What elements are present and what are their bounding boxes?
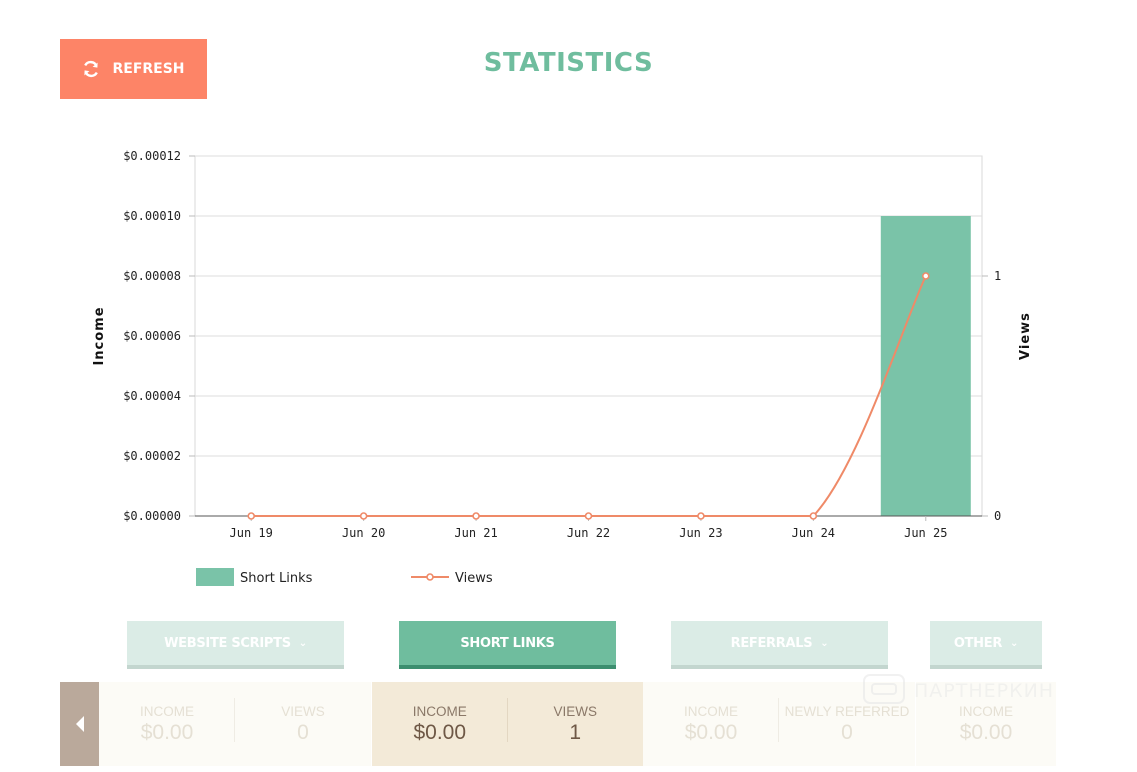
stat-cell-income: INCOME $0.00 (643, 682, 779, 766)
views-point (921, 272, 930, 280)
caret-left-icon (75, 716, 84, 732)
y2-tick-label: 1 (994, 269, 1001, 283)
x-tick-label: Jun 21 (454, 526, 497, 540)
tab-short-links[interactable]: SHORT LINKS (399, 621, 616, 669)
divider (778, 698, 779, 742)
views-point (697, 512, 705, 520)
bar (880, 216, 971, 516)
legend-swatch-short-links (196, 568, 234, 586)
chevron-down-icon: ⌄ (820, 637, 829, 649)
stat-label: VIEWS (281, 703, 325, 719)
views-point (809, 512, 818, 520)
legend-label-views: Views (455, 571, 493, 586)
stats-panel-short-links: INCOME $0.00 VIEWS 1 (372, 682, 643, 766)
chevron-down-icon: ⌄ (1010, 637, 1019, 649)
tab-other[interactable]: OTHER ⌄ (930, 621, 1042, 669)
legend-marker-views (426, 573, 434, 581)
stat-value: $0.00 (684, 720, 738, 744)
stat-value: $0.00 (959, 720, 1013, 744)
y-tick-label: $0.00004 (123, 389, 181, 403)
tab-website-scripts[interactable]: WEBSITE SCRIPTS ⌄ (127, 621, 344, 669)
watermark-text: ПАРТНЕРКИН (914, 680, 1055, 702)
views-point (584, 512, 593, 520)
y-tick-label: $0.00012 (123, 149, 181, 163)
y-tick-label: $0.00002 (123, 449, 181, 463)
stats-panel-website-scripts: INCOME $0.00 VIEWS 0 (99, 682, 371, 766)
prev-arrow-button[interactable] (60, 682, 99, 766)
stat-cell-income: INCOME $0.00 (916, 682, 1056, 766)
stat-label: INCOME (140, 703, 194, 719)
refresh-button[interactable]: REFRESH (60, 39, 207, 99)
stat-cell-newly-referred: NEWLY REFERRED 0 (779, 682, 915, 766)
stat-label: INCOME (684, 703, 738, 719)
y-tick-label: $0.00010 (123, 209, 181, 223)
stat-value: 0 (841, 720, 853, 744)
x-tick-label: Jun 23 (679, 526, 722, 540)
legend-label-short-links: Short Links (240, 571, 313, 586)
x-tick-label: Jun 22 (567, 526, 610, 540)
x-tick-label: Jun 20 (342, 526, 385, 540)
stat-label: INCOME (412, 703, 467, 719)
stat-cell-income: INCOME $0.00 (372, 682, 508, 766)
views-point (359, 512, 368, 520)
stat-cell-income: INCOME $0.00 (99, 682, 235, 766)
tab-other-label: OTHER (953, 635, 1003, 651)
divider (506, 698, 508, 742)
x-tick-label: Jun 25 (904, 526, 947, 540)
y2-axis-label: Views (1018, 312, 1033, 360)
refresh-icon (82, 60, 100, 78)
y-tick-label: $0.00000 (123, 509, 181, 523)
chevron-down-icon: ⌄ (298, 637, 307, 649)
y2-tick-label: 0 (994, 509, 1001, 523)
statistics-chart: $0.00000 $0.00002 $0.00004 $0.00006 $0.00008… (92, 149, 1033, 586)
x-tick-label: Jun 19 (230, 526, 273, 540)
stat-cell-views: VIEWS 0 (235, 682, 371, 766)
divider (234, 698, 235, 742)
tab-referrals-label: REFERRALS (730, 635, 813, 651)
stat-label: INCOME (959, 703, 1013, 719)
stats-panel-other: INCOME $0.00 (916, 682, 1056, 766)
watermark-logo-icon (863, 674, 905, 704)
stat-value: 1 (569, 720, 582, 744)
stat-value: $0.00 (413, 720, 467, 744)
stat-cell-views: VIEWS 1 (508, 682, 644, 766)
stat-value: $0.00 (140, 720, 194, 744)
y-axis-label: Income (92, 306, 107, 365)
views-point (472, 512, 480, 520)
stats-row: INCOME $0.00 VIEWS 0 INCOME $0.00 VIEWS … (60, 682, 1056, 766)
stat-value: 0 (297, 720, 309, 744)
stats-panel-referrals: INCOME $0.00 NEWLY REFERRED 0 (643, 682, 915, 766)
stat-label: VIEWS (553, 703, 597, 719)
x-tick-label: Jun 24 (792, 526, 835, 540)
tab-referrals[interactable]: REFERRALS ⌄ (671, 621, 888, 669)
y-tick-label: $0.00006 (123, 329, 181, 343)
tab-short-links-label: SHORT LINKS (460, 635, 555, 651)
tab-website-scripts-label: WEBSITE SCRIPTS (164, 635, 291, 651)
stat-label: NEWLY REFERRED (784, 703, 910, 719)
page-title: STATISTICS (483, 48, 654, 78)
views-point (247, 512, 256, 520)
y-tick-label: $0.00008 (123, 269, 181, 283)
watermark: ПАРТНЕРКИН (862, 672, 1054, 710)
refresh-label: REFRESH (112, 61, 185, 77)
